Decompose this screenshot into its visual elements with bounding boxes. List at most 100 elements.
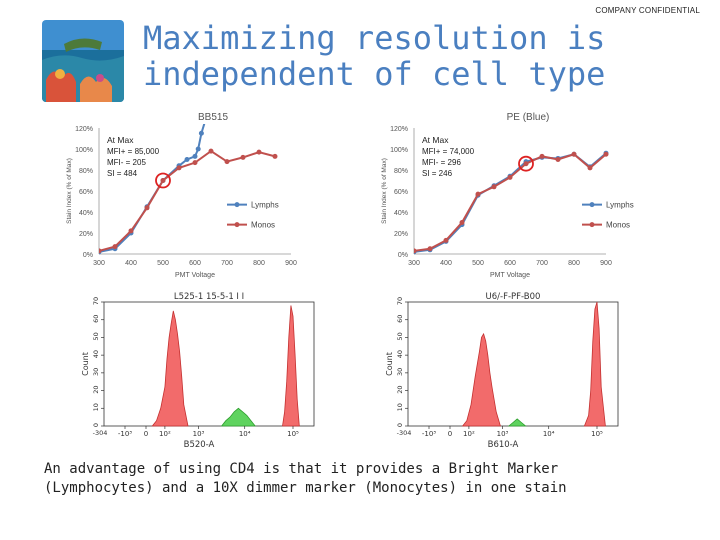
data-point bbox=[523, 161, 529, 167]
data-point bbox=[240, 154, 246, 160]
b520-count-histogram: L525-1 15-5-1 I I 0 10 20 30 40 50 60 70 Count -30… bbox=[82, 292, 315, 450]
data-point bbox=[144, 205, 150, 211]
annotation-mfi-pos: MFI+ = 85,000 bbox=[107, 147, 160, 156]
legend-label: Monos bbox=[251, 221, 275, 230]
x-tick-label: -10³ bbox=[118, 430, 132, 438]
x-tick-label: -10³ bbox=[422, 430, 436, 438]
title-line-2: independent of cell type bbox=[143, 55, 606, 93]
x-tick-label: 700 bbox=[536, 260, 548, 267]
y-axis-label: Stain Index (% of Max) bbox=[381, 158, 388, 224]
x-tick-label: 600 bbox=[189, 260, 201, 267]
data-point bbox=[571, 151, 577, 157]
caption-line-2: (Lymphocytes) and a 10X dimmer marker (M… bbox=[44, 480, 567, 496]
x-tick-label: 10³ bbox=[497, 430, 509, 438]
data-point bbox=[272, 153, 278, 159]
annotation-si: SI = 484 bbox=[107, 169, 138, 178]
histogram-negative-population bbox=[461, 332, 501, 427]
data-point bbox=[198, 130, 204, 136]
data-point bbox=[195, 146, 201, 152]
data-point bbox=[160, 178, 166, 183]
x-tick-label: 300 bbox=[408, 260, 420, 267]
y-tick-label: 100% bbox=[75, 147, 93, 154]
x-tick-min-label: -304 bbox=[93, 429, 108, 437]
plot-frame bbox=[407, 301, 619, 427]
caption-line-1: An advantage of using CD4 is that it pro… bbox=[44, 461, 559, 477]
max-marker-circle bbox=[155, 172, 171, 189]
y-tick-label: 0% bbox=[83, 252, 93, 259]
x-tick-label: 400 bbox=[125, 260, 137, 267]
y-tick-label: 60 bbox=[92, 315, 100, 323]
x-tick-label: 500 bbox=[157, 260, 169, 267]
data-point bbox=[539, 153, 545, 159]
x-axis-label: PMT Voltage bbox=[175, 272, 215, 279]
x-axis-label: B610-A bbox=[488, 440, 519, 450]
y-tick-label: 10 bbox=[396, 403, 404, 411]
annotation-mfi-neg: MFI- = 296 bbox=[422, 158, 461, 167]
b610-count-histogram: U6/-F-PF-B00 0 10 20 30 40 50 60 70 Count -304 -10³… bbox=[386, 292, 619, 450]
caption: An advantage of using CD4 is that it pro… bbox=[44, 460, 684, 498]
chart-title: BB515 bbox=[198, 112, 228, 123]
x-axis-label: PMT Voltage bbox=[490, 272, 530, 279]
y-tick-label: 0 bbox=[92, 423, 100, 427]
x-tick-label: 800 bbox=[253, 260, 265, 267]
histogram-title: U6/-F-PF-B00 bbox=[486, 292, 541, 302]
plot-frame bbox=[103, 301, 315, 427]
y-tick-label: 40 bbox=[396, 350, 404, 358]
y-tick-label: 20% bbox=[394, 231, 408, 238]
y-tick-label: 50 bbox=[92, 332, 100, 340]
y-tick-label: 120% bbox=[75, 126, 93, 133]
chart-title: PE (Blue) bbox=[507, 112, 550, 123]
y-axis-label: Stain Index (% of Max) bbox=[66, 158, 73, 224]
x-tick-label: 10⁵ bbox=[591, 430, 603, 438]
x-tick-label: 10⁴ bbox=[239, 430, 251, 438]
legend-marker bbox=[589, 202, 595, 208]
x-tick-label: 10³ bbox=[193, 430, 205, 438]
series-line bbox=[99, 149, 276, 252]
legend-label: Lymphs bbox=[251, 201, 279, 210]
x-tick-label: 0 bbox=[144, 430, 148, 438]
x-tick-label: 10² bbox=[159, 430, 171, 438]
legend-marker bbox=[234, 222, 240, 228]
y-tick-label: 20% bbox=[79, 231, 93, 238]
data-point bbox=[603, 151, 609, 157]
data-point bbox=[184, 157, 190, 162]
y-axis-label: Count bbox=[386, 352, 394, 376]
data-point bbox=[507, 174, 513, 180]
x-tick-label: 400 bbox=[440, 260, 452, 267]
x-tick-label: 10⁴ bbox=[543, 430, 555, 438]
y-tick-label: 80% bbox=[394, 168, 408, 175]
y-axis-label: Count bbox=[82, 352, 90, 376]
histogram-negative-population bbox=[151, 310, 189, 427]
y-tick-label: 40% bbox=[79, 210, 93, 217]
data-point bbox=[192, 153, 198, 159]
y-tick-label: 80% bbox=[79, 168, 93, 175]
y-tick-label: 20 bbox=[92, 385, 100, 393]
x-tick-label: 0 bbox=[448, 430, 452, 438]
x-tick-label: 700 bbox=[221, 260, 233, 267]
coral-reef-logo-icon bbox=[42, 20, 124, 102]
data-point bbox=[491, 184, 497, 190]
data-point bbox=[128, 228, 134, 234]
bb515-stain-index-chart: BB515 0% 20% 40% 60% 80% 100% 120% 300 400 500 600 7… bbox=[66, 112, 297, 279]
data-point bbox=[224, 159, 230, 165]
y-tick-label: 70 bbox=[92, 297, 100, 305]
y-tick-label: 100% bbox=[390, 147, 408, 154]
data-point bbox=[475, 191, 481, 197]
data-point bbox=[414, 248, 417, 254]
x-tick-label: 900 bbox=[600, 260, 612, 267]
data-point bbox=[208, 148, 214, 154]
data-point bbox=[587, 165, 593, 171]
y-tick-label: 120% bbox=[390, 126, 408, 133]
histogram-bright-population bbox=[282, 305, 300, 427]
data-point bbox=[427, 246, 433, 252]
y-tick-label: 20 bbox=[396, 385, 404, 393]
series-monos bbox=[414, 151, 609, 254]
y-tick-label: 30 bbox=[92, 368, 100, 376]
x-tick-label: 500 bbox=[472, 260, 484, 267]
annotation-title: At Max bbox=[422, 135, 449, 145]
annotation-mfi-pos: MFI+ = 74,000 bbox=[422, 147, 475, 156]
y-tick-label: 0 bbox=[396, 423, 404, 427]
x-tick-label: 900 bbox=[285, 260, 297, 267]
y-tick-label: 50 bbox=[396, 332, 404, 340]
histogram-title: L525-1 15-5-1 I I bbox=[174, 292, 244, 302]
